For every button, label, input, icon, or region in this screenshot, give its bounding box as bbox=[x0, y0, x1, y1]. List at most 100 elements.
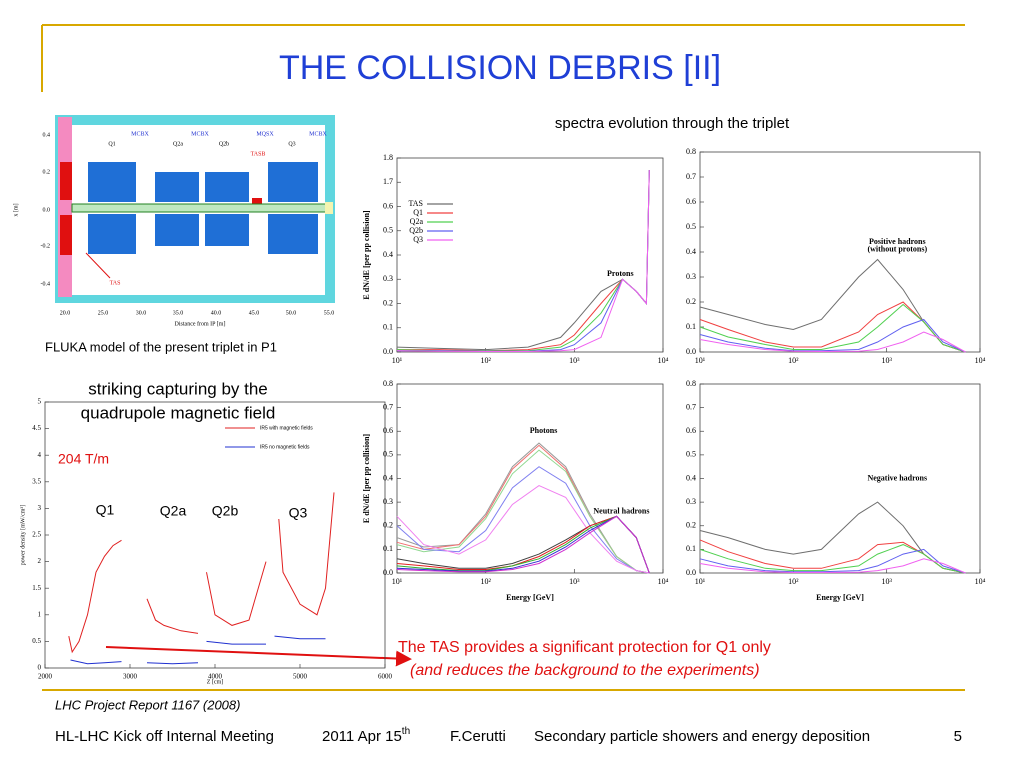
x-tick-label: 10² bbox=[480, 356, 491, 365]
quad-label: Q2b bbox=[219, 141, 229, 147]
x-tick-label: 10³ bbox=[881, 356, 892, 365]
x-tick-label: 10⁴ bbox=[658, 577, 669, 586]
magnet-q1 bbox=[88, 214, 136, 254]
x-tick-label: 45.0 bbox=[249, 310, 260, 316]
fluka-caption: FLUKA model of the present triplet in P1 bbox=[45, 339, 277, 354]
y-tick-label: 0.3 bbox=[686, 272, 696, 281]
y-tick-label: 0.8 bbox=[686, 147, 696, 156]
x-tick-label: 10³ bbox=[881, 577, 892, 586]
tas-block bbox=[60, 215, 72, 255]
y-tick-label: 0.5 bbox=[32, 637, 41, 645]
magnet-q2a bbox=[155, 172, 199, 202]
x-tick-label: 3000 bbox=[123, 673, 138, 681]
y-tick-label: 0 bbox=[38, 664, 42, 672]
y-tick-label: 0.8 bbox=[383, 379, 393, 388]
plot-frame bbox=[699, 151, 981, 353]
x-axis-label: Energy [GeV] bbox=[506, 593, 554, 602]
annotation: Positive hadrons bbox=[869, 237, 926, 246]
x-tick-label: 10³ bbox=[569, 356, 580, 365]
x-tick-label: 35.0 bbox=[173, 310, 184, 316]
date-sup: th bbox=[402, 726, 410, 737]
y-tick-label: 0.5 bbox=[383, 226, 393, 235]
quad-label: Q1 bbox=[108, 141, 115, 147]
date: 2011 Apr 15 bbox=[322, 728, 402, 745]
y-tick-label: 0.8 bbox=[686, 379, 696, 388]
series-line bbox=[396, 170, 650, 351]
series-line bbox=[699, 318, 966, 353]
legend-label: Q1 bbox=[413, 208, 423, 217]
footer-meeting: HL-LHC Kick off Internal Meeting bbox=[55, 728, 274, 745]
y-tick-label: 0.3 bbox=[383, 497, 393, 506]
series-line bbox=[396, 515, 650, 574]
x-tick-label: 10¹ bbox=[695, 356, 706, 365]
legend-label: TAS bbox=[409, 199, 423, 208]
x-tick-label: 20.0 bbox=[60, 310, 71, 316]
magnet-q1 bbox=[88, 162, 136, 202]
y-tick-label: 3.5 bbox=[32, 477, 41, 485]
quad-label: Q3 bbox=[288, 141, 295, 147]
x-tick-label: 55.0 bbox=[324, 310, 335, 316]
y-tick-label: 0.0 bbox=[383, 347, 393, 356]
series-line bbox=[699, 258, 966, 353]
series-line bbox=[699, 539, 966, 574]
series-line bbox=[699, 548, 966, 574]
tas-pointer bbox=[85, 252, 111, 279]
y-tick-label: 0.4 bbox=[383, 250, 393, 259]
y-tick-label: 0.1 bbox=[686, 544, 696, 553]
y-axis-label: E dN/dE [per pp collision] bbox=[362, 210, 371, 300]
x-tick-label: 10² bbox=[788, 577, 799, 586]
quad-label: Q1 bbox=[96, 502, 115, 518]
y-tick-label: 0.2 bbox=[686, 297, 696, 306]
x-tick-label: 4000 bbox=[208, 673, 223, 681]
striking-text: quadrupole magnetic field bbox=[81, 403, 276, 422]
quad-label: Q3 bbox=[289, 505, 308, 521]
x-tick-label: 10¹ bbox=[392, 356, 403, 365]
y-tick-label: -0.4 bbox=[41, 281, 51, 287]
y-tick-label: 2.5 bbox=[32, 531, 41, 539]
series-line bbox=[68, 492, 335, 654]
reference: LHC Project Report 1167 (2008) bbox=[55, 697, 240, 712]
y-tick-label: 0.1 bbox=[383, 544, 393, 553]
corrector-label: MCBX bbox=[309, 131, 327, 137]
tas-note: The TAS provides a significant protectio… bbox=[398, 639, 771, 656]
tas-arrow bbox=[105, 646, 412, 667]
series-line bbox=[396, 515, 650, 574]
x-tick-label: 10² bbox=[480, 577, 491, 586]
x-tick-label: 10⁴ bbox=[975, 577, 986, 586]
x-tick-label: 2000 bbox=[38, 673, 53, 681]
fluka-diagram: 0.4 0.2 0.0 -0.2 -0.4 20.0 25.0 30.0 35.… bbox=[13, 115, 335, 327]
y-tick-label: 0.6 bbox=[383, 201, 393, 210]
x-tick-label: 10³ bbox=[569, 577, 580, 586]
quad-label: Q2b bbox=[212, 503, 239, 519]
magnet-q3 bbox=[268, 162, 318, 202]
plot-frame bbox=[396, 383, 664, 574]
tas-region bbox=[58, 117, 72, 297]
series-line bbox=[396, 485, 650, 574]
y-tick-label: 5 bbox=[38, 398, 42, 406]
series-line bbox=[699, 501, 966, 574]
magnet-q2b bbox=[205, 172, 249, 202]
series-line bbox=[396, 515, 650, 574]
legend-label: Q2a bbox=[410, 217, 424, 226]
annotation: Protons bbox=[607, 269, 634, 278]
slide-title: THE COLLISION DEBRIS [II] bbox=[279, 49, 721, 87]
y-tick-label: 0.7 bbox=[686, 172, 696, 181]
y-tick-label: 0.1 bbox=[686, 322, 696, 331]
y-tick-label: 1.5 bbox=[32, 584, 41, 592]
y-tick-label: 0.0 bbox=[43, 207, 51, 213]
y-tick-label: 1.8 bbox=[383, 153, 393, 162]
y-tick-label: 0.7 bbox=[383, 402, 393, 411]
tas-note-italic: (and reduces the background to the exper… bbox=[410, 662, 760, 679]
corrector-label: MCBX bbox=[131, 131, 149, 137]
x-tick-label: 6000 bbox=[378, 673, 393, 681]
footer-author: F.Cerutti bbox=[450, 728, 506, 745]
magnet-q2a bbox=[155, 214, 199, 246]
charts: 0.0 0.1 0.2 0.3 0.4 0.5 0.6 1.7 1.8 10¹ 10² 10³ 10⁴ E… bbox=[20, 147, 985, 686]
x-tick-label: 10⁴ bbox=[658, 356, 669, 365]
y-tick-label: 0.0 bbox=[686, 568, 696, 577]
tasb-block bbox=[252, 198, 262, 204]
x-tick-label: 50.0 bbox=[286, 310, 297, 316]
tas-block bbox=[60, 162, 72, 200]
y-tick-label: -0.2 bbox=[41, 243, 51, 249]
plot-frame bbox=[44, 401, 386, 669]
